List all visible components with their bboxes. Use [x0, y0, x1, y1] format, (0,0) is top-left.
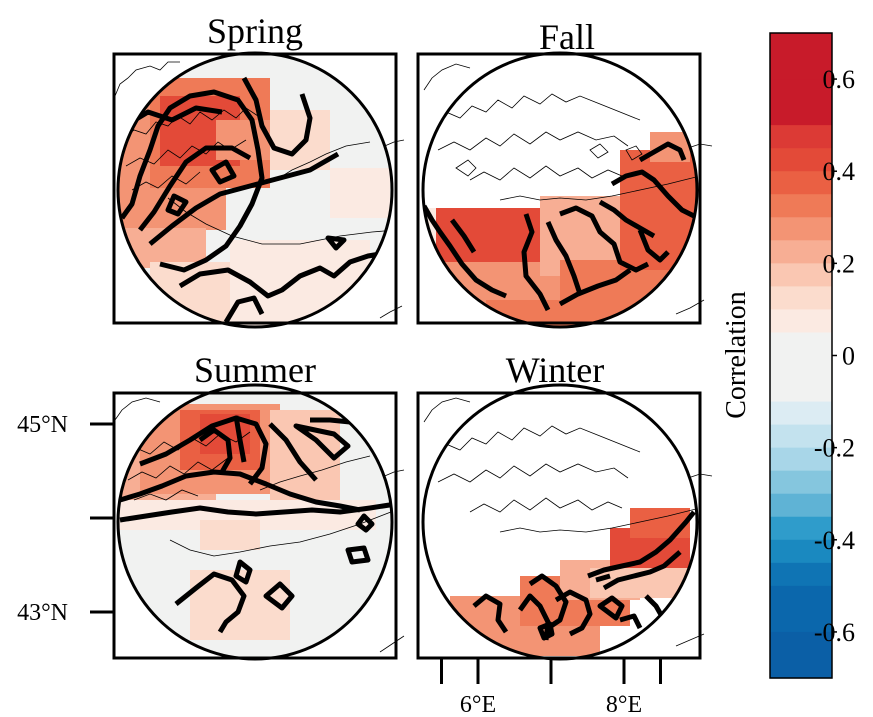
correlation-contours-fall [423, 141, 696, 312]
panel-title-spring: Spring [207, 11, 303, 51]
terrain-contours-fall [429, 93, 697, 201]
colorbar-bin [770, 194, 832, 218]
colorbar-bin [770, 33, 832, 80]
colorbar-bin [770, 79, 832, 126]
colorbar-bin [770, 447, 832, 472]
panel-spring [112, 51, 405, 329]
panel-title-summer: Summer [194, 350, 316, 390]
colorbar-bin [770, 332, 832, 403]
colorbar-tick-label: -0.4 [814, 526, 855, 555]
colorbar-bin [770, 631, 832, 679]
colorbar: 0.6 0.4 0.2 0 -0.2 -0.4 -0.6 [769, 32, 856, 679]
panel-frame-spring [112, 52, 398, 325]
colorbar-bin [770, 470, 832, 495]
panel-frame-fall [416, 52, 702, 325]
colorbar-bin [770, 240, 832, 264]
colorbar-bin [770, 493, 832, 518]
panel-title-winter: Winter [506, 350, 605, 390]
colorbar-bin [770, 539, 832, 564]
latitude-tick-label: 45°N [17, 412, 68, 438]
panel-winter [416, 383, 713, 661]
panel-title-fall: Fall [539, 17, 595, 57]
terrain-contours-winter [429, 425, 697, 533]
colorbar-tick-label: 0 [842, 342, 855, 371]
colorbar-bin [770, 171, 832, 195]
colorbar-tick-label: -0.6 [814, 618, 855, 647]
correlation-contours-summer [119, 415, 392, 634]
latitude-tick-label: 43°N [17, 600, 68, 626]
panel-frame-summer [112, 391, 398, 660]
correlation-contours-spring [119, 76, 392, 324]
longitude-axis: 6°E 8°E [440, 658, 662, 717]
colorbar-bin [770, 516, 832, 541]
colorbar-tick-label: 0.4 [823, 157, 856, 186]
colorbar-bin [770, 148, 832, 172]
terrain-contours-spring [119, 107, 392, 245]
colorbar-bin [770, 424, 832, 449]
panel-summer [112, 383, 405, 661]
panel-fall [416, 51, 713, 329]
colorbar-tick-label: 0.2 [823, 249, 856, 278]
colorbar-bin [770, 562, 832, 587]
correlation-field-winter [450, 508, 690, 656]
panel-frame-winter [416, 391, 702, 660]
latitude-axis: 45°N 43°N [17, 412, 114, 626]
colorbar-tick-label: -0.2 [814, 434, 855, 463]
colorbar-bin [770, 217, 832, 241]
longitude-tick-label: 8°E [606, 692, 642, 717]
correlation-contours-winter [472, 510, 696, 641]
colorbar-tick-label: 0.6 [823, 65, 856, 94]
longitude-tick-label: 6°E [460, 692, 496, 717]
colorbar-label: Correlation [721, 291, 752, 419]
colorbar-bin [770, 585, 832, 633]
colorbar-bin [770, 401, 832, 426]
colorbar-bin [770, 125, 832, 149]
colorbar-bin [770, 286, 832, 311]
colorbar-bin [770, 263, 832, 287]
colorbar-bin [770, 309, 832, 334]
